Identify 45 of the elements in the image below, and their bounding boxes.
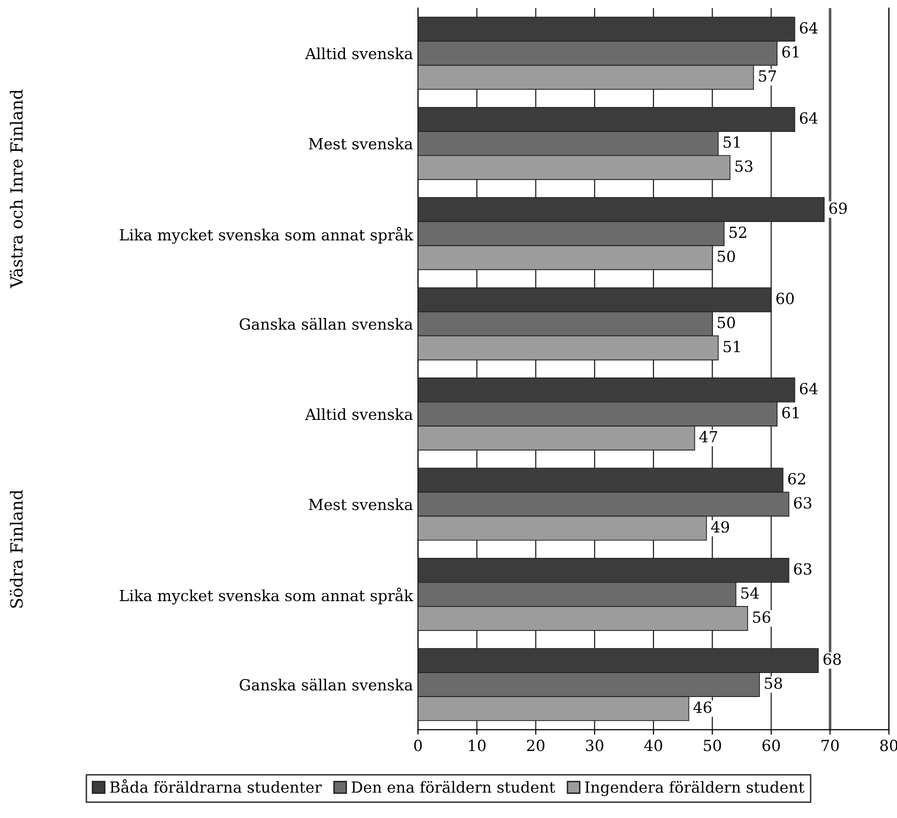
data-label: 57 xyxy=(759,70,776,82)
x-tick-label: 10 xyxy=(469,740,486,752)
data-label: 61 xyxy=(782,46,799,58)
data-label: 56 xyxy=(753,611,770,623)
data-label: 63 xyxy=(794,497,812,509)
data-label: 50 xyxy=(718,316,735,328)
data-label: 64 xyxy=(800,112,818,124)
data-label: 62 xyxy=(788,473,806,485)
x-tick-label: 30 xyxy=(586,740,604,752)
data-label: 64 xyxy=(800,22,818,34)
data-label: 49 xyxy=(711,521,730,533)
data-label: 47 xyxy=(699,430,718,442)
data-label: 58 xyxy=(764,677,782,689)
data-label: 61 xyxy=(782,406,799,418)
y-tick-label: Ganska sällan svenska xyxy=(240,678,413,691)
x-tick-label: 70 xyxy=(822,740,839,752)
y-tick-label: Ganska sällan svenska xyxy=(240,318,413,330)
x-tick-label: 0 xyxy=(414,740,422,752)
data-label: 53 xyxy=(735,160,752,172)
data-label: 68 xyxy=(823,653,841,665)
data-label: 63 xyxy=(794,563,812,575)
data-label: 51 xyxy=(724,340,740,352)
x-tick-label: 20 xyxy=(527,740,544,752)
data-label: 64 xyxy=(800,382,818,394)
data-label: 46 xyxy=(693,701,712,714)
x-tick-label: 60 xyxy=(762,740,780,752)
x-tick-label: 40 xyxy=(644,740,662,752)
y-tick-label: Mest svenska xyxy=(308,498,413,510)
data-label: 69 xyxy=(829,202,847,214)
text: Västra och Inre Finland xyxy=(10,90,23,288)
legend-label: Båda föräldrarna studenter xyxy=(110,779,322,793)
y-tick-label: Alltid svenska xyxy=(305,47,413,60)
y-tick-label: Alltid svenska xyxy=(305,408,413,420)
text: Södra Finland xyxy=(10,490,23,608)
legend-label: Den ena föräldern student xyxy=(352,780,556,793)
data-label: 51 xyxy=(724,136,740,148)
data-label: 50 xyxy=(718,250,735,262)
data-label: 52 xyxy=(730,226,746,238)
legend-label: Ingendera föräldern student xyxy=(585,780,804,796)
data-label: 60 xyxy=(776,292,794,304)
y-tick-label: Lika mycket svenska som annat språk xyxy=(120,588,414,604)
x-tick-label: 50 xyxy=(704,740,722,752)
y-tick-label: Lika mycket svenska som annat språk xyxy=(120,226,414,244)
data-label: 54 xyxy=(741,587,759,599)
y-tick-label: Mest svenska xyxy=(308,138,413,150)
